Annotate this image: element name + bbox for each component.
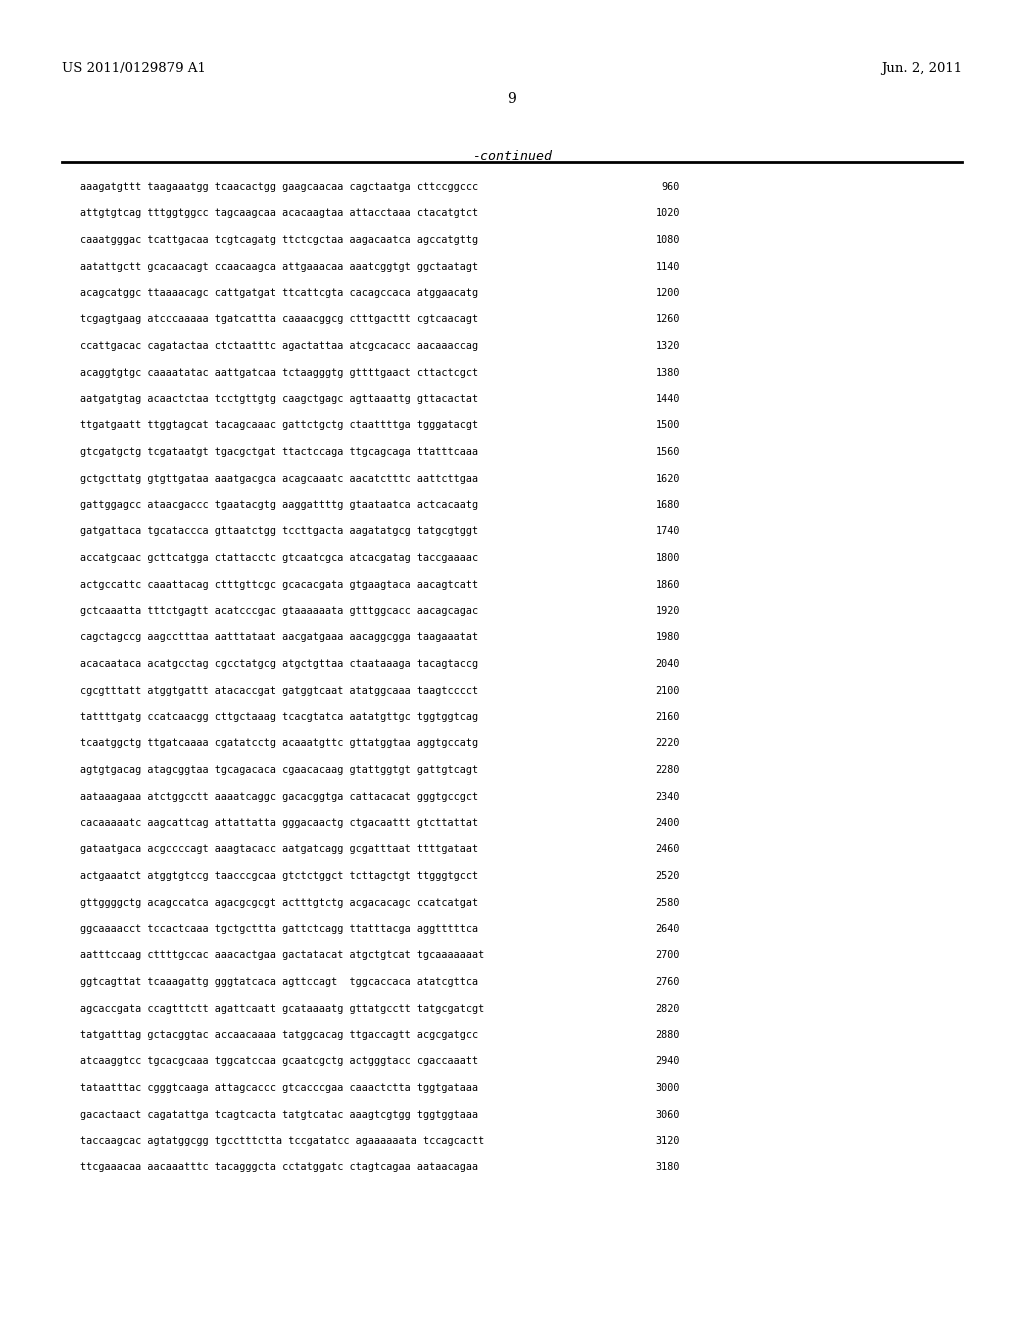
Text: 1080: 1080: [655, 235, 680, 246]
Text: 1140: 1140: [655, 261, 680, 272]
Text: ttgatgaatt ttggtagcat tacagcaaac gattctgctg ctaattttga tgggatacgt: ttgatgaatt ttggtagcat tacagcaaac gattctg…: [80, 421, 478, 430]
Text: 3120: 3120: [655, 1137, 680, 1146]
Text: actgaaatct atggtgtccg taacccgcaa gtctctggct tcttagctgt ttgggtgcct: actgaaatct atggtgtccg taacccgcaa gtctctg…: [80, 871, 478, 880]
Text: 2520: 2520: [655, 871, 680, 880]
Text: 1380: 1380: [655, 367, 680, 378]
Text: 1260: 1260: [655, 314, 680, 325]
Text: 1740: 1740: [655, 527, 680, 536]
Text: caaatgggac tcattgacaa tcgtcagatg ttctcgctaa aagacaatca agccatgttg: caaatgggac tcattgacaa tcgtcagatg ttctcgc…: [80, 235, 478, 246]
Text: cagctagccg aagcctttaa aatttataat aacgatgaaa aacaggcgga taagaaatat: cagctagccg aagcctttaa aatttataat aacgatg…: [80, 632, 478, 643]
Text: 1860: 1860: [655, 579, 680, 590]
Text: 2400: 2400: [655, 818, 680, 828]
Text: 9: 9: [508, 92, 516, 106]
Text: gataatgaca acgccccagt aaagtacacc aatgatcagg gcgatttaat ttttgataat: gataatgaca acgccccagt aaagtacacc aatgatc…: [80, 845, 478, 854]
Text: Jun. 2, 2011: Jun. 2, 2011: [881, 62, 962, 75]
Text: 2640: 2640: [655, 924, 680, 935]
Text: 1560: 1560: [655, 447, 680, 457]
Text: aatgatgtag acaactctaa tcctgttgtg caagctgagc agttaaattg gttacactat: aatgatgtag acaactctaa tcctgttgtg caagctg…: [80, 393, 478, 404]
Text: ttcgaaacaa aacaaatttc tacagggcta cctatggatc ctagtcagaa aataacagaa: ttcgaaacaa aacaaatttc tacagggcta cctatgg…: [80, 1163, 478, 1172]
Text: 1320: 1320: [655, 341, 680, 351]
Text: attgtgtcag tttggtggcc tagcaagcaa acacaagtaa attacctaaa ctacatgtct: attgtgtcag tttggtggcc tagcaagcaa acacaag…: [80, 209, 478, 219]
Text: 1500: 1500: [655, 421, 680, 430]
Text: US 2011/0129879 A1: US 2011/0129879 A1: [62, 62, 206, 75]
Text: -continued: -continued: [472, 150, 552, 162]
Text: atcaaggtcc tgcacgcaaa tggcatccaa gcaatcgctg actgggtacc cgaccaaatt: atcaaggtcc tgcacgcaaa tggcatccaa gcaatcg…: [80, 1056, 478, 1067]
Text: 2340: 2340: [655, 792, 680, 801]
Text: tcaatggctg ttgatcaaaa cgatatcctg acaaatgttc gttatggtaa aggtgccatg: tcaatggctg ttgatcaaaa cgatatcctg acaaatg…: [80, 738, 478, 748]
Text: 2040: 2040: [655, 659, 680, 669]
Text: 2160: 2160: [655, 711, 680, 722]
Text: acagcatggc ttaaaacagc cattgatgat ttcattcgta cacagccaca atggaacatg: acagcatggc ttaaaacagc cattgatgat ttcattc…: [80, 288, 478, 298]
Text: 2820: 2820: [655, 1003, 680, 1014]
Text: gctcaaatta tttctgagtt acatcccgac gtaaaaaata gtttggcacc aacagcagac: gctcaaatta tttctgagtt acatcccgac gtaaaaa…: [80, 606, 478, 616]
Text: 2700: 2700: [655, 950, 680, 961]
Text: ccattgacac cagatactaa ctctaatttc agactattaa atcgcacacc aacaaaccag: ccattgacac cagatactaa ctctaatttc agactat…: [80, 341, 478, 351]
Text: tatgatttag gctacggtac accaacaaaa tatggcacag ttgaccagtt acgcgatgcc: tatgatttag gctacggtac accaacaaaa tatggca…: [80, 1030, 478, 1040]
Text: ggcaaaacct tccactcaaa tgctgcttta gattctcagg ttatttacga aggtttttca: ggcaaaacct tccactcaaa tgctgcttta gattctc…: [80, 924, 478, 935]
Text: actgccattc caaattacag ctttgttcgc gcacacgata gtgaagtaca aacagtcatt: actgccattc caaattacag ctttgttcgc gcacacg…: [80, 579, 478, 590]
Text: 1800: 1800: [655, 553, 680, 564]
Text: aatattgctt gcacaacagt ccaacaagca attgaaacaa aaatcggtgt ggctaatagt: aatattgctt gcacaacagt ccaacaagca attgaaa…: [80, 261, 478, 272]
Text: 1440: 1440: [655, 393, 680, 404]
Text: gacactaact cagatattga tcagtcacta tatgtcatac aaagtcgtgg tggtggtaaa: gacactaact cagatattga tcagtcacta tatgtca…: [80, 1110, 478, 1119]
Text: 2220: 2220: [655, 738, 680, 748]
Text: 2760: 2760: [655, 977, 680, 987]
Text: 960: 960: [662, 182, 680, 191]
Text: 1680: 1680: [655, 500, 680, 510]
Text: acaggtgtgc caaaatatac aattgatcaa tctaagggtg gttttgaact cttactcgct: acaggtgtgc caaaatatac aattgatcaa tctaagg…: [80, 367, 478, 378]
Text: 2280: 2280: [655, 766, 680, 775]
Text: 3060: 3060: [655, 1110, 680, 1119]
Text: gtcgatgctg tcgataatgt tgacgctgat ttactccaga ttgcagcaga ttatttcaaa: gtcgatgctg tcgataatgt tgacgctgat ttactcc…: [80, 447, 478, 457]
Text: 1980: 1980: [655, 632, 680, 643]
Text: aatttccaag cttttgccac aaacactgaa gactatacat atgctgtcat tgcaaaaaaat: aatttccaag cttttgccac aaacactgaa gactata…: [80, 950, 484, 961]
Text: accatgcaac gcttcatgga ctattacctc gtcaatcgca atcacgatag taccgaaaac: accatgcaac gcttcatgga ctattacctc gtcaatc…: [80, 553, 478, 564]
Text: 3180: 3180: [655, 1163, 680, 1172]
Text: 1620: 1620: [655, 474, 680, 483]
Text: 1200: 1200: [655, 288, 680, 298]
Text: acacaataca acatgcctag cgcctatgcg atgctgttaa ctaataaaga tacagtaccg: acacaataca acatgcctag cgcctatgcg atgctgt…: [80, 659, 478, 669]
Text: cacaaaaatc aagcattcag attattatta gggacaactg ctgacaattt gtcttattat: cacaaaaatc aagcattcag attattatta gggacaa…: [80, 818, 478, 828]
Text: tataatttac cgggtcaaga attagcaccc gtcacccgaa caaactctta tggtgataaa: tataatttac cgggtcaaga attagcaccc gtcaccc…: [80, 1082, 478, 1093]
Text: agcaccgata ccagtttctt agattcaatt gcataaaatg gttatgcctt tatgcgatcgt: agcaccgata ccagtttctt agattcaatt gcataaa…: [80, 1003, 484, 1014]
Text: tcgagtgaag atcccaaaaa tgatcattta caaaacggcg ctttgacttt cgtcaacagt: tcgagtgaag atcccaaaaa tgatcattta caaaacg…: [80, 314, 478, 325]
Text: 2940: 2940: [655, 1056, 680, 1067]
Text: 2580: 2580: [655, 898, 680, 908]
Text: ggtcagttat tcaaagattg gggtatcaca agttccagt  tggcaccaca atatcgttca: ggtcagttat tcaaagattg gggtatcaca agttcca…: [80, 977, 478, 987]
Text: aataaagaaa atctggcctt aaaatcaggc gacacggtga cattacacat gggtgccgct: aataaagaaa atctggcctt aaaatcaggc gacacgg…: [80, 792, 478, 801]
Text: 2100: 2100: [655, 685, 680, 696]
Text: 1020: 1020: [655, 209, 680, 219]
Text: 1920: 1920: [655, 606, 680, 616]
Text: cgcgtttatt atggtgattt atacaccgat gatggtcaat atatggcaaa taagtcccct: cgcgtttatt atggtgattt atacaccgat gatggtc…: [80, 685, 478, 696]
Text: gatgattaca tgcataccca gttaatctgg tccttgacta aagatatgcg tatgcgtggt: gatgattaca tgcataccca gttaatctgg tccttga…: [80, 527, 478, 536]
Text: agtgtgacag atagcggtaa tgcagacaca cgaacacaag gtattggtgt gattgtcagt: agtgtgacag atagcggtaa tgcagacaca cgaacac…: [80, 766, 478, 775]
Text: taccaagcac agtatggcgg tgcctttctta tccgatatcc agaaaaaata tccagcactt: taccaagcac agtatggcgg tgcctttctta tccgat…: [80, 1137, 484, 1146]
Text: gctgcttatg gtgttgataa aaatgacgca acagcaaatc aacatctttc aattcttgaa: gctgcttatg gtgttgataa aaatgacgca acagcaa…: [80, 474, 478, 483]
Text: 2880: 2880: [655, 1030, 680, 1040]
Text: gttggggctg acagccatca agacgcgcgt actttgtctg acgacacagc ccatcatgat: gttggggctg acagccatca agacgcgcgt actttgt…: [80, 898, 478, 908]
Text: gattggagcc ataacgaccc tgaatacgtg aaggattttg gtaataatca actcacaatg: gattggagcc ataacgaccc tgaatacgtg aaggatt…: [80, 500, 478, 510]
Text: 3000: 3000: [655, 1082, 680, 1093]
Text: aaagatgttt taagaaatgg tcaacactgg gaagcaacaa cagctaatga cttccggccc: aaagatgttt taagaaatgg tcaacactgg gaagcaa…: [80, 182, 478, 191]
Text: 2460: 2460: [655, 845, 680, 854]
Text: tattttgatg ccatcaacgg cttgctaaag tcacgtatca aatatgttgc tggtggtcag: tattttgatg ccatcaacgg cttgctaaag tcacgta…: [80, 711, 478, 722]
